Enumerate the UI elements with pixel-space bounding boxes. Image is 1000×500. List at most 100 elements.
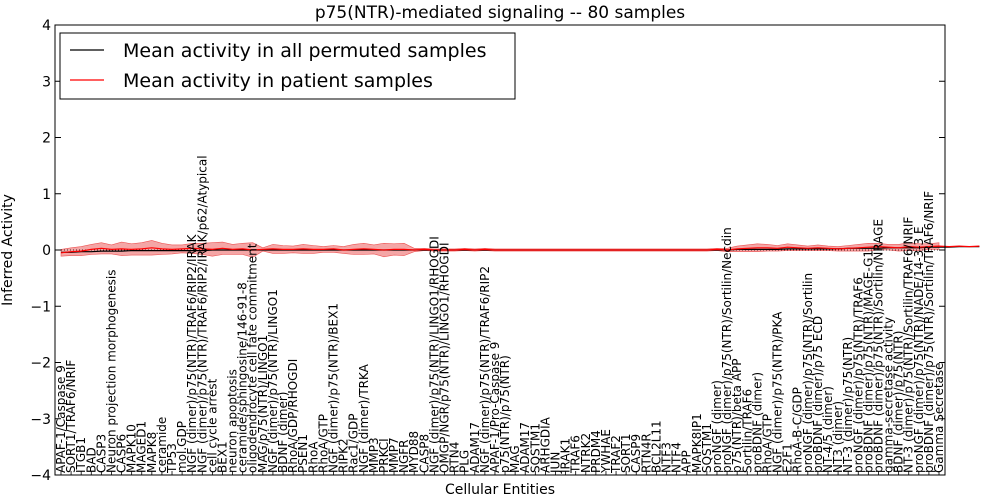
x-tick-label: Rac1/GDP [347,414,361,473]
x-tick-label: SORT1 [619,434,633,474]
x-tick-label: MAPK8 [145,432,159,473]
x-tick-label: PRKCI [377,438,391,473]
x-tick-label: YWHAE [599,429,613,474]
x-tick-label: RhoA/GDP/RHOGDI [286,359,300,473]
x-tick-label: ARHGDIA [538,416,552,473]
series-line-patient [60,245,980,254]
x-tick-label: SQSTM1 [700,423,714,473]
x-tick-label: Gamma Secretase [932,362,946,473]
y-axis-label: Inferred Activity [0,194,16,306]
y-tick-label: −2 [30,356,51,372]
x-tick-label: PLG [458,450,472,473]
x-tick-label: JUN [549,452,563,474]
x-tick-label: NTF4 [670,442,684,473]
x-tick-label: CASP8 [417,434,431,473]
x-tick-label: proNGF (dimer)/p75(NTR)/TRAF6 [851,277,865,473]
x-tick-label: RTN4 [448,442,462,473]
x-tick-label: gamma-secretase activity [882,317,896,473]
x-tick-label: TP53 [165,443,179,474]
x-tick-label: NGF (dimer)/p75(NTR)/BEX1 [327,303,341,473]
x-tick-label: BCL2L11 [649,420,663,473]
x-tick-label: MYD88 [407,431,421,473]
x-tick-label: RhoA/GTP [316,414,330,473]
x-tick-label: NGF (dimer)/p75(NTR)/LINGO1 [266,289,280,473]
x-tick-label: SORT1/TRAF6/NRIF [64,360,78,473]
x-tick-label: NTF3 [660,442,674,473]
x-tick-labels: APAF-1/Caspase 9SORT1/TRAF6/NRIFITGB1BAD… [54,155,946,474]
x-tick-label: proNGF (dimer)/p75(NTR)/Sortilin [801,273,815,473]
x-tick-label: proNGF (dimer) [710,380,724,473]
x-tick-label: NT3 (dimer) [831,401,845,473]
x-tick-label: MAG/p75(NTR)/LINGO1 [256,335,270,473]
x-tick-label: PSEN1 [296,434,310,473]
x-tick-label: CASP6 [115,434,129,473]
x-tick-label: proNGF (dimer)/p75(NTR)/NADE/14-3-3 E [912,226,926,473]
x-tick-label: BAD [84,447,98,473]
x-tick-label: Neuron projection morphogenesis [105,270,119,474]
x-tick-label: E2F1 [781,443,795,473]
y-tick-label: −1 [30,299,51,315]
x-tick-label: mol.GDP [175,421,189,473]
x-tick-label: MAPK8IP1 [690,413,704,473]
x-tick-label: ADAM17 [468,422,482,473]
x-tick-label: neuron apoptosis [226,369,240,473]
axes: −4 −3 −2 −1 0 1 2 3 4 [30,18,946,484]
x-tick-label: APP [680,450,694,473]
x-tick-label: proBDNF (dimer)/p75(NTR)/Sortilin/TRAF6/… [922,191,936,473]
x-tick-label: MAGED1 [135,421,149,473]
chart-title: p75(NTR)-mediated signaling -- 80 sample… [315,3,685,23]
y-tick-label: 1 [42,187,51,203]
legend-label-patient: Mean activity in patient samples [123,70,433,92]
legend-box [59,32,516,100]
x-tick-label: APAF-1/Pro-Caspase 9 [488,342,502,473]
y-tick-label: 3 [42,74,51,90]
x-axis-label: Cellular Entities [445,482,555,498]
x-tick-label: ITGB1 [74,437,88,473]
x-tick-label: CASP3 [94,434,108,473]
x-tick-label: MMP3 [367,437,381,473]
x-tick-label: NGF (dimer)/p75(NTR)/LINGO1/RHOGDI [427,236,441,473]
x-tick-label: ceramide/sphingosine/146-91-8 [236,282,250,473]
x-tick-label: BDNF (dimer)/p75(NTR) [892,331,906,473]
x-tick-label: RhoA/GTP [760,414,774,473]
x-tick-label: TRAF6 [569,435,583,474]
x-tick-label: OMGP/NGR/p75(NTR)/LINGO1/RHOGDI [438,243,452,473]
y-tick-label: −4 [30,468,51,484]
y-tick-label: 2 [42,131,51,147]
x-tick-label: RTN4R [639,433,653,473]
x-tick-label: proBDNF (dimer) [750,372,764,473]
x-tick-label: NTRK2 [579,433,593,473]
x-tick-label: TRAF2 [609,435,623,474]
x-tick-label: p75(NTR)/p75(NTR) [498,355,512,473]
x-tick-label: NGFR [397,439,411,473]
plot-area [55,240,980,258]
x-tick-label: NT-3 (dimer)/p75(NTR) [841,337,855,473]
x-tick-label: proBDNF (dimer)/p75(NTR)/Sortilin/NRAGE [871,219,885,473]
x-tick-label: MAG [508,445,522,473]
x-tick-label: RhoA [306,441,320,473]
x-tick-label: NT-4/5 (dimer) [821,386,835,473]
x-tick-label: ADAM17 [518,422,532,473]
legend-label-permuted: Mean activity in all permuted samples [123,40,486,62]
x-tick-label: oligodendrocyte cell fate commitment [246,243,260,473]
x-tick-label: ceramide [155,417,169,473]
x-tick-label: NGF (dimer)/p75(NTR)/PKA [771,311,785,473]
x-tick-label: SQSTM1 [528,423,542,473]
x-tick-label: proBDNF (dimer)/p75(NTR)/MAGE-G1 [861,250,875,473]
x-tick-label: CASP9 [629,434,643,473]
x-tick-label: BEX1 [216,441,230,473]
x-tick-label: IRAK1 [559,438,573,473]
x-tick-label: RIPK2 [337,438,351,473]
x-tick-label: NGF (dimer)/TRKA [357,363,371,473]
x-tick-label: proBDNF (dimer)/p75 ECD [811,316,825,473]
legend: Mean activity in all permuted samples Me… [59,32,516,100]
x-tick-label: MAPK10 [125,424,139,473]
x-tick-label: PRDM4 [589,430,603,473]
x-tick-label: p75(NTR)/beta APP [730,359,744,474]
y-tick-label: 0 [42,243,51,259]
x-tick-label: NGF (dimer)/p75(NTR)/TRAF6/RIP2/IRAK/p62… [195,155,209,473]
x-tick-label: NGF (dimer)/p75(NTR)/TRAF6/RIP2/IRAK [185,233,199,473]
x-tick-label: BDNF (dimer) [276,392,290,474]
x-tick-label: MMP7 [387,437,401,473]
